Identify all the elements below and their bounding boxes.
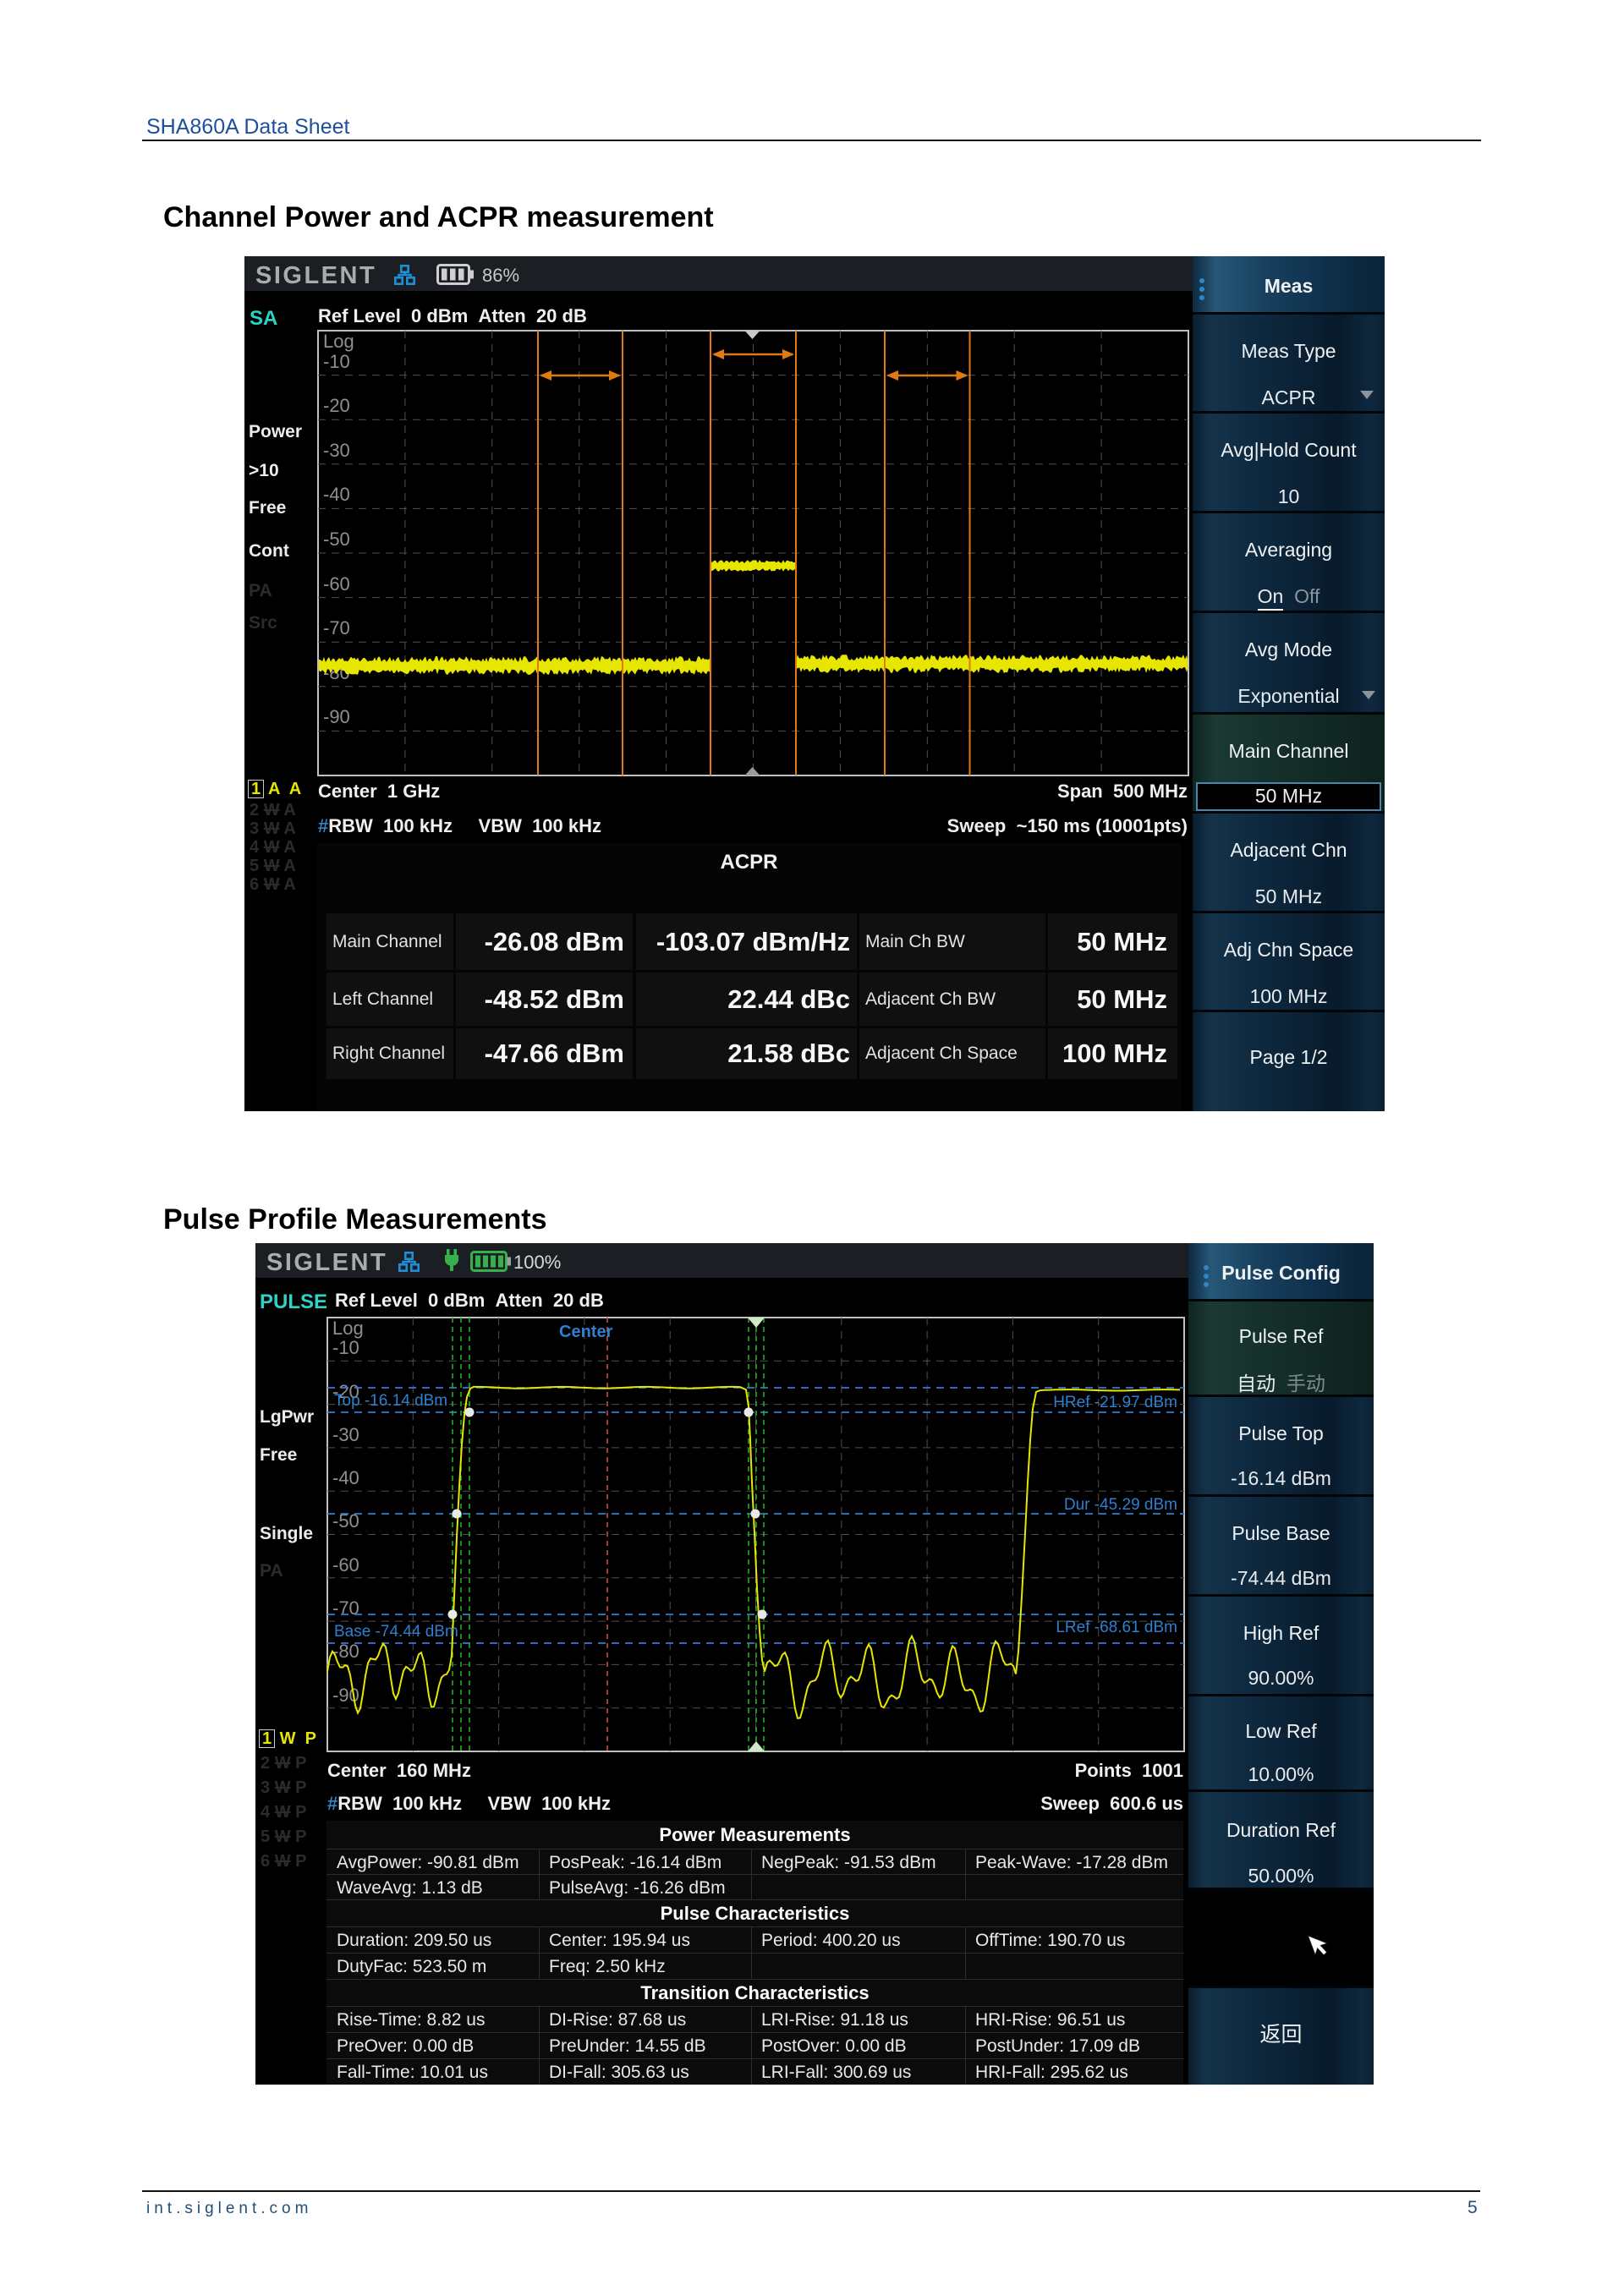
svg-text:LRef -68.61 dBm: LRef -68.61 dBm [1056,1619,1177,1636]
svg-text:-20: -20 [332,1381,359,1402]
svg-text:-40: -40 [332,1467,359,1488]
svg-text:HRef -21.97 dBm: HRef -21.97 dBm [1053,1394,1177,1411]
svg-text:Dur -45.29 dBm: Dur -45.29 dBm [1064,1496,1177,1514]
svg-text:Log: Log [332,1318,364,1339]
svg-text:-10: -10 [323,351,350,372]
svg-text:-70: -70 [332,1597,359,1619]
svg-text:-30: -30 [323,440,350,461]
svg-text:Base -74.44 dBm: Base -74.44 dBm [334,1623,458,1641]
svg-text:-30: -30 [332,1424,359,1445]
svg-text:Log: Log [323,331,354,352]
svg-text:-50: -50 [323,529,350,550]
svg-text:Top -16.14 dBm: Top -16.14 dBm [334,1392,447,1410]
svg-text:-60: -60 [323,573,350,595]
svg-text:-40: -40 [323,484,350,505]
svg-text:-20: -20 [323,395,350,416]
svg-text:-90: -90 [323,706,350,727]
svg-text:Center: Center [559,1323,613,1341]
svg-text:-60: -60 [332,1554,359,1575]
svg-text:-70: -70 [323,617,350,638]
svg-text:-10: -10 [332,1337,359,1358]
